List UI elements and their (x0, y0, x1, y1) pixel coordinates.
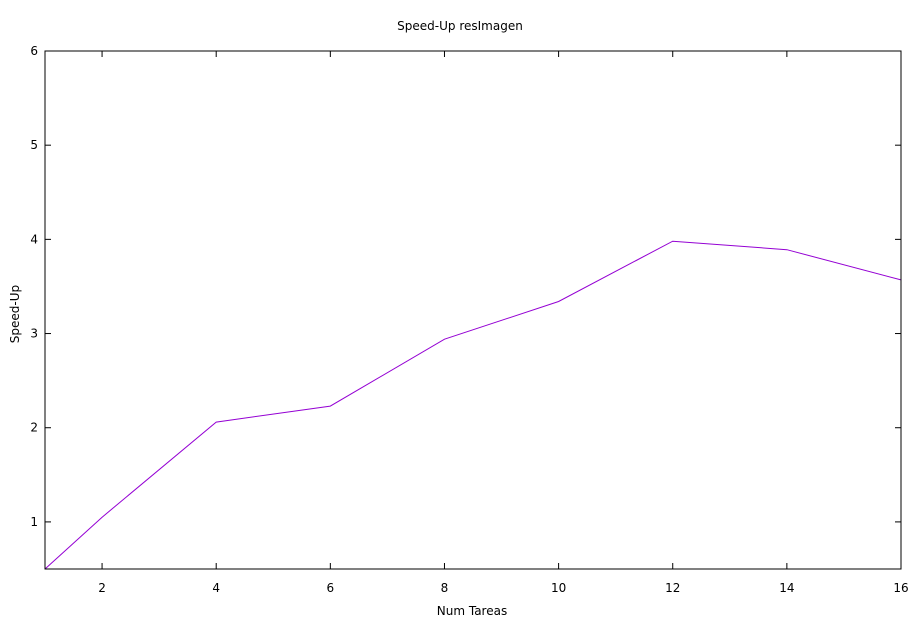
x-tick-label: 16 (893, 581, 908, 595)
x-tick-label: 4 (212, 581, 220, 595)
x-tick-label: 10 (551, 581, 566, 595)
y-tick-label: 3 (30, 327, 38, 341)
series-line (44, 240, 902, 570)
x-tick-label: 6 (327, 581, 335, 595)
plot-frame (44, 50, 902, 570)
y-tick-label: 5 (30, 138, 38, 152)
y-tick-label: 6 (30, 44, 38, 58)
x-axis-label: Num Tareas (436, 604, 508, 618)
y-tick-label: 1 (30, 515, 38, 529)
chart-title: Speed-Up resImagen (397, 19, 523, 33)
y-tick-label: 2 (30, 421, 38, 435)
x-tick-label: 2 (98, 581, 106, 595)
series-group (44, 240, 902, 570)
x-tick-label: 8 (441, 581, 449, 595)
x-tick-label: 14 (779, 581, 794, 595)
x-tick-label: 12 (665, 581, 680, 595)
y-tick-label: 4 (30, 232, 38, 246)
